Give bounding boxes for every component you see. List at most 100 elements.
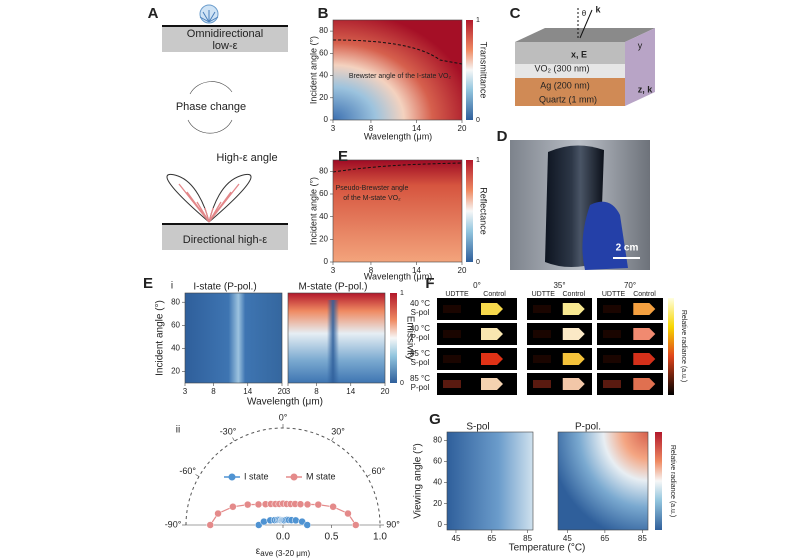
- sample-shape: [633, 378, 656, 390]
- angle-tick-label: -60°: [179, 466, 196, 476]
- sample-label: UDTTE: [532, 291, 556, 298]
- data-point: [254, 500, 263, 509]
- glove: [582, 201, 628, 270]
- sample-shape: [562, 353, 585, 365]
- plot-frame: [287, 292, 386, 384]
- cycle-arrow: [189, 81, 233, 95]
- panel-label: C: [510, 5, 521, 22]
- plot-frame: [332, 19, 463, 121]
- colorbar: [466, 160, 473, 262]
- data-point: [214, 509, 222, 518]
- panel-label: F: [425, 275, 434, 292]
- sample-udtte: [603, 305, 621, 313]
- sample-udtte: [533, 380, 551, 388]
- sample-label: Control: [633, 291, 656, 298]
- panel-f-images: [437, 298, 663, 395]
- subscript: ave (3-20 μm): [260, 549, 310, 558]
- x-tick-label: 8: [211, 387, 216, 396]
- top-face: [515, 28, 655, 42]
- x-tick-label: 20: [381, 387, 390, 396]
- heatmap: [558, 432, 648, 530]
- panel-label: E: [338, 148, 348, 165]
- k-vector: [579, 9, 593, 39]
- row-label: 40 °C: [410, 324, 430, 333]
- pseudo-brewster-curve: [332, 162, 463, 173]
- plot-frame: [446, 431, 534, 531]
- plot-title: S-pol: [466, 422, 489, 433]
- colorbar: [390, 293, 397, 383]
- colorbar-tick-label: 0: [476, 117, 480, 124]
- sample-shape: [481, 353, 503, 365]
- symbol: k: [595, 4, 601, 14]
- colorbar: [668, 298, 674, 395]
- quartz-layer: [515, 78, 625, 106]
- sample-shape: [481, 378, 503, 390]
- panel-label: D: [497, 128, 508, 145]
- x-tick-label: 8: [314, 387, 319, 396]
- emitter-arrows: [199, 10, 219, 23]
- column-header: 70°: [624, 281, 636, 290]
- sample-udtte: [443, 305, 461, 313]
- x-tick-label: 14: [243, 387, 252, 396]
- x-tick-label: 65: [600, 534, 609, 543]
- legend-marker: [290, 473, 298, 481]
- axis-title: Wavelength (μm): [247, 397, 323, 408]
- legend-marker: [228, 473, 236, 481]
- slab: [162, 26, 288, 52]
- text: Phase change: [176, 101, 246, 113]
- angle-tick-label: 60°: [371, 466, 385, 476]
- y-tick-label: 60: [319, 48, 328, 57]
- x-tick-label: 3: [183, 387, 188, 396]
- data-point: [229, 503, 237, 511]
- column-header: 35°: [553, 281, 565, 290]
- axis-title: Wavelength (μm): [364, 131, 432, 141]
- angle-tick-label: 0°: [279, 412, 288, 422]
- row-label: P-pol: [411, 333, 430, 342]
- r-tick-label: 0.0: [276, 532, 290, 543]
- data-point: [314, 500, 323, 509]
- cycle-arrow: [187, 119, 233, 134]
- x-tick-label: 45: [563, 534, 572, 543]
- data-point: [344, 509, 352, 518]
- sample-udtte: [603, 380, 621, 388]
- x-tick-label: 8: [369, 124, 374, 133]
- panel-label: G: [429, 411, 441, 428]
- axis-title: εave (3-20 μm): [256, 546, 311, 558]
- text: low-ε: [212, 40, 237, 52]
- row-label: S-pol: [411, 358, 430, 367]
- panel-c-art: [515, 8, 655, 106]
- sample-label: UDTTE: [445, 291, 469, 298]
- slab: [162, 224, 288, 250]
- annotation: Brewster angle of the I-state VO₂: [349, 73, 452, 80]
- legend-label: M state: [306, 471, 336, 481]
- angle-tick-label: -90°: [165, 519, 182, 529]
- lobe: [166, 173, 252, 223]
- sub-label: i: [171, 281, 173, 292]
- vo2-layer: [515, 42, 625, 64]
- colorbar-title: Relative radiance (a.u.): [680, 310, 687, 382]
- angle-tick-label: 90°: [386, 519, 400, 529]
- plot-title: M-state (P-pol.): [299, 282, 368, 293]
- axis-title: Wavelength (μm): [364, 271, 432, 281]
- y-tick-label: 20: [319, 93, 328, 102]
- brewster-curve: [332, 39, 463, 65]
- sample-label: Control: [483, 291, 506, 298]
- sample-udtte: [603, 330, 621, 338]
- scale-label: 2 cm: [616, 243, 639, 254]
- r-tick-label: 1.0: [373, 532, 387, 543]
- heatmap-feature: [327, 300, 339, 383]
- row-label: 85 °C: [410, 349, 430, 358]
- symbol: ε: [256, 546, 261, 557]
- y-tick-label: 40: [319, 212, 328, 221]
- text: Directional high-ε: [183, 234, 267, 246]
- x-tick-label: 3: [331, 266, 336, 275]
- sample-shape: [481, 303, 503, 315]
- x-tick-label: 8: [369, 266, 374, 275]
- sample-udtte: [533, 305, 551, 313]
- y-tick-label: 60: [319, 189, 328, 198]
- row-label: 85 °C: [410, 374, 430, 383]
- y-tick-label: 40: [171, 343, 180, 352]
- sample-udtte: [443, 355, 461, 363]
- sample-udtte: [533, 330, 551, 338]
